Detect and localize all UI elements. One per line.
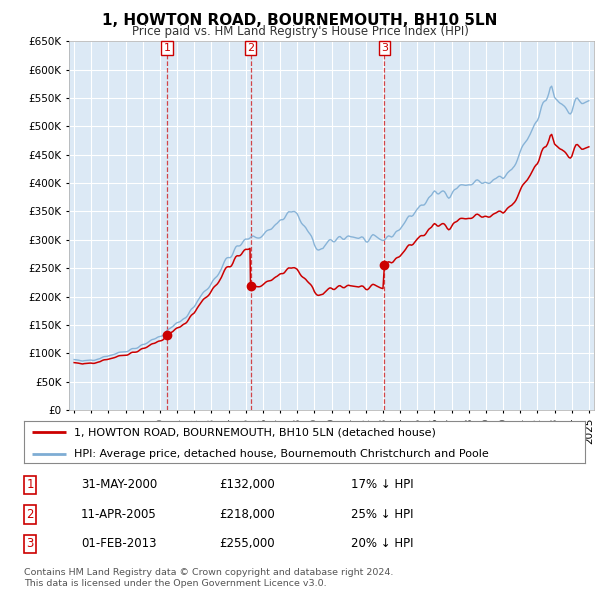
Text: 1: 1 xyxy=(26,478,34,491)
Text: 1: 1 xyxy=(164,43,170,53)
Text: 11-APR-2005: 11-APR-2005 xyxy=(81,508,157,521)
Text: £255,000: £255,000 xyxy=(219,537,275,550)
Text: 25% ↓ HPI: 25% ↓ HPI xyxy=(351,508,413,521)
Text: 01-FEB-2013: 01-FEB-2013 xyxy=(81,537,157,550)
Text: 17% ↓ HPI: 17% ↓ HPI xyxy=(351,478,413,491)
Text: 1, HOWTON ROAD, BOURNEMOUTH, BH10 5LN: 1, HOWTON ROAD, BOURNEMOUTH, BH10 5LN xyxy=(103,13,497,28)
Text: 1, HOWTON ROAD, BOURNEMOUTH, BH10 5LN (detached house): 1, HOWTON ROAD, BOURNEMOUTH, BH10 5LN (d… xyxy=(74,427,436,437)
Text: 31-MAY-2000: 31-MAY-2000 xyxy=(81,478,157,491)
Text: 2: 2 xyxy=(247,43,254,53)
Text: 20% ↓ HPI: 20% ↓ HPI xyxy=(351,537,413,550)
Text: 2: 2 xyxy=(26,508,34,521)
Text: HPI: Average price, detached house, Bournemouth Christchurch and Poole: HPI: Average price, detached house, Bour… xyxy=(74,449,489,459)
Text: Contains HM Land Registry data © Crown copyright and database right 2024.
This d: Contains HM Land Registry data © Crown c… xyxy=(24,568,394,588)
Text: £132,000: £132,000 xyxy=(219,478,275,491)
Text: Price paid vs. HM Land Registry's House Price Index (HPI): Price paid vs. HM Land Registry's House … xyxy=(131,25,469,38)
Text: 3: 3 xyxy=(26,537,34,550)
Text: £218,000: £218,000 xyxy=(219,508,275,521)
Text: 3: 3 xyxy=(381,43,388,53)
